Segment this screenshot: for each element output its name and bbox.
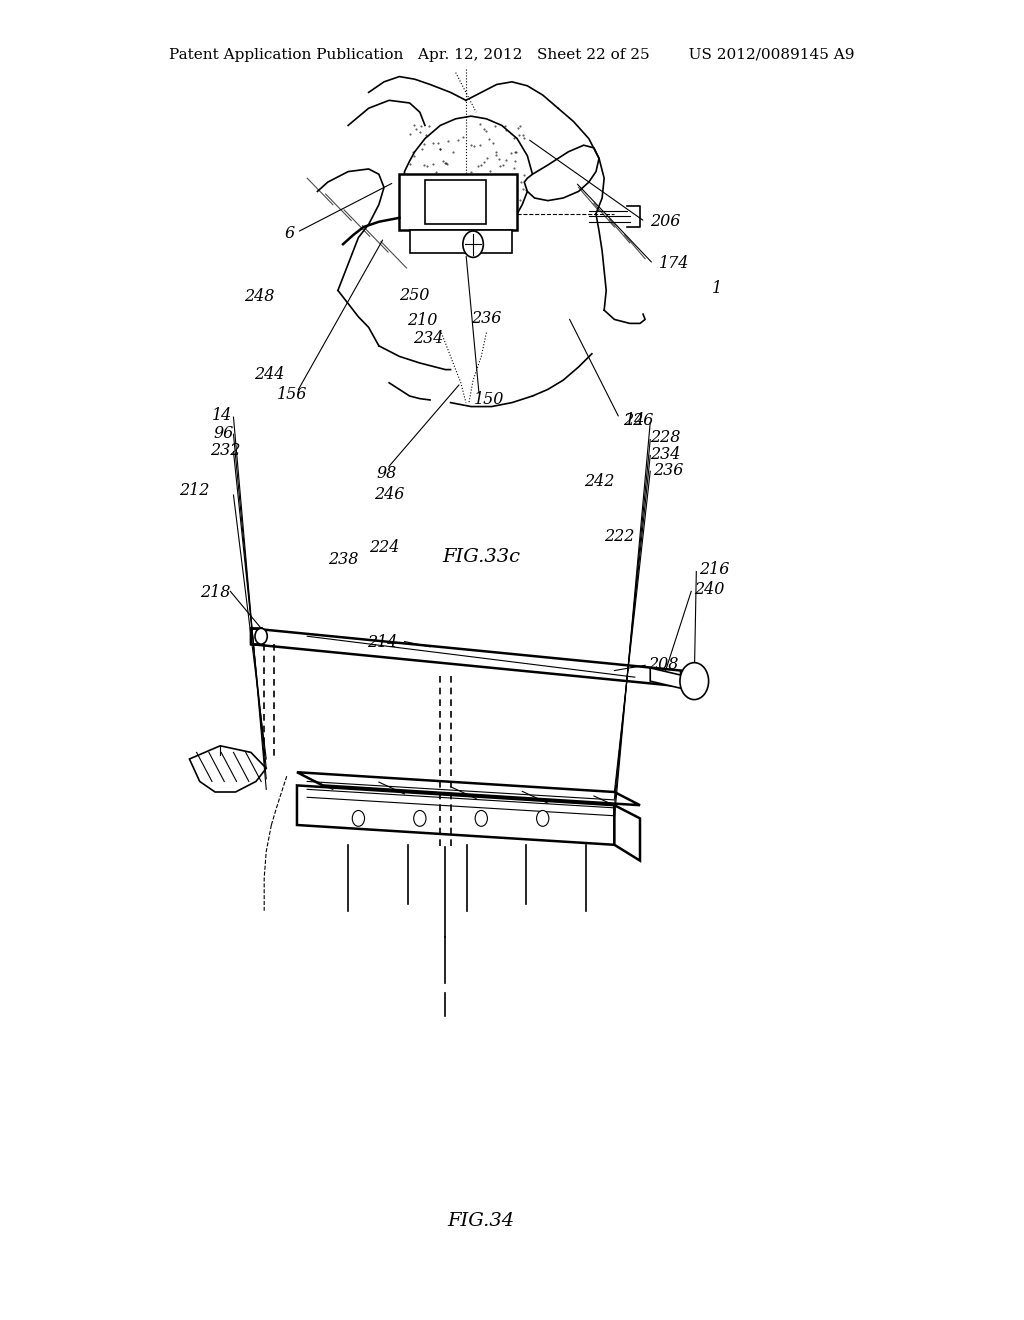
Circle shape (463, 231, 483, 257)
Text: Patent Application Publication   Apr. 12, 2012   Sheet 22 of 25        US 2012/0: Patent Application Publication Apr. 12, … (169, 48, 855, 62)
Polygon shape (650, 668, 684, 689)
Text: 244: 244 (254, 366, 285, 383)
Text: 250: 250 (399, 286, 430, 304)
Text: 156: 156 (276, 385, 307, 403)
Circle shape (680, 663, 709, 700)
Polygon shape (297, 772, 640, 805)
Circle shape (414, 810, 426, 826)
Polygon shape (251, 628, 681, 686)
Polygon shape (297, 785, 614, 845)
Circle shape (255, 628, 267, 644)
Text: 218: 218 (200, 583, 230, 601)
Text: 96: 96 (213, 425, 233, 442)
Polygon shape (524, 145, 599, 201)
Text: 246: 246 (374, 486, 404, 503)
Polygon shape (189, 746, 266, 792)
Text: FIG.33c: FIG.33c (442, 548, 520, 566)
Text: 248: 248 (244, 288, 274, 305)
Text: 1: 1 (712, 280, 722, 297)
Text: 242: 242 (584, 473, 614, 490)
Text: 240: 240 (694, 581, 725, 598)
Text: 210: 210 (408, 312, 438, 329)
Text: 232: 232 (210, 442, 241, 459)
Text: 212: 212 (179, 482, 210, 499)
Text: 238: 238 (328, 550, 358, 568)
Text: 174: 174 (658, 255, 689, 272)
Text: 14: 14 (625, 412, 645, 429)
Text: 208: 208 (648, 656, 679, 673)
Circle shape (352, 810, 365, 826)
Bar (399, 174, 517, 230)
Text: 6: 6 (285, 224, 295, 242)
Text: 98: 98 (377, 465, 397, 482)
Text: 234: 234 (413, 330, 443, 347)
Text: 14: 14 (212, 407, 232, 424)
Text: 150: 150 (474, 391, 505, 408)
Polygon shape (404, 116, 532, 218)
Bar (410, 230, 512, 253)
Text: 236: 236 (471, 310, 502, 327)
Bar (425, 180, 486, 224)
Text: 228: 228 (650, 429, 681, 446)
Text: 216: 216 (699, 561, 730, 578)
Text: 222: 222 (604, 528, 635, 545)
Text: 234: 234 (650, 446, 681, 463)
Text: 214: 214 (367, 634, 397, 651)
Circle shape (537, 810, 549, 826)
Text: 206: 206 (650, 213, 681, 230)
Text: 224: 224 (369, 539, 399, 556)
Text: FIG.34: FIG.34 (447, 1212, 515, 1230)
Circle shape (475, 810, 487, 826)
Text: 236: 236 (653, 462, 684, 479)
Polygon shape (614, 805, 640, 861)
Text: 226: 226 (623, 412, 653, 429)
